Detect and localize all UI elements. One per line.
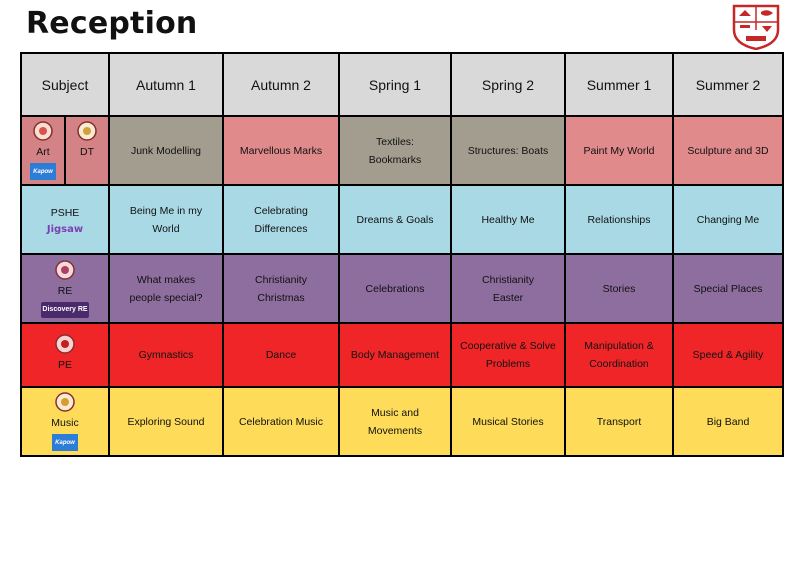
subject-label-music: Music xyxy=(51,417,79,429)
table-row-music: Music Kapow Exploring Sound Celebration … xyxy=(20,386,784,457)
topic-cell: Manipulation & Coordination xyxy=(564,322,674,388)
topic-cell: Dance xyxy=(222,322,340,388)
subject-label-dt: DT xyxy=(80,146,94,158)
dt-badge-icon xyxy=(77,121,97,141)
topic-cell: Christianity Easter xyxy=(450,253,566,324)
school-crest-logo xyxy=(732,4,780,50)
subject-dt: DT xyxy=(64,117,108,184)
re-badge-icon xyxy=(55,259,75,280)
topic-cell: Celebration Music xyxy=(222,386,340,457)
subject-cell-re: RE Discovery RE xyxy=(20,253,110,324)
header-term: Summer 2 xyxy=(672,52,784,117)
topic-cell: Relationships xyxy=(564,184,674,255)
topic-cell: Junk Modelling xyxy=(108,115,224,186)
art-badge-icon xyxy=(33,121,53,141)
page-title: Reception xyxy=(26,6,198,41)
topic-cell: Changing Me xyxy=(672,184,784,255)
discovery-re-logo: Discovery RE xyxy=(41,301,89,318)
topic-cell: Stories xyxy=(564,253,674,324)
topic-cell: Musical Stories xyxy=(450,386,566,457)
topic-cell: Cooperative & Solve Problems xyxy=(450,322,566,388)
topic-cell: Body Management xyxy=(338,322,452,388)
jigsaw-logo: Jigsaw xyxy=(46,223,84,235)
topic-cell: Big Band xyxy=(672,386,784,457)
subject-label-pe: PE xyxy=(57,359,72,371)
kapow-logo: Kapow xyxy=(30,163,56,180)
topic-cell: Textiles: Bookmarks xyxy=(338,115,452,186)
header-term: Autumn 2 xyxy=(222,52,340,117)
topic-cell: Speed & Agility xyxy=(672,322,784,388)
table-row-pe: PE Gymnastics Dance Body Management Coop… xyxy=(20,322,784,388)
topic-cell: Marvellous Marks xyxy=(222,115,340,186)
header-row: Subject Autumn 1 Autumn 2 Spring 1 Sprin… xyxy=(20,52,784,117)
topic-cell: Celebrating Differences xyxy=(222,184,340,255)
subject-label-re: RE xyxy=(57,284,73,297)
topic-cell: What makes people special? xyxy=(108,253,224,324)
topic-cell: Christianity Christmas xyxy=(222,253,340,324)
header-term: Spring 1 xyxy=(338,52,452,117)
pe-badge-icon xyxy=(55,334,75,354)
subject-cell-pe: PE xyxy=(20,322,110,388)
kapow-logo: Kapow xyxy=(52,434,78,451)
topic-cell: Structures: Boats xyxy=(450,115,566,186)
topic-cell: Celebrations xyxy=(338,253,452,324)
topic-cell: Special Places xyxy=(672,253,784,324)
header-term: Autumn 1 xyxy=(108,52,224,117)
subject-label-pshe: PSHE xyxy=(50,206,80,219)
topic-cell: Exploring Sound xyxy=(108,386,224,457)
topic-cell: Healthy Me xyxy=(450,184,566,255)
topic-cell: Music and Movements xyxy=(338,386,452,457)
topic-cell: Paint My World xyxy=(564,115,674,186)
curriculum-table: Subject Autumn 1 Autumn 2 Spring 1 Sprin… xyxy=(20,52,784,457)
topic-cell: Sculpture and 3D xyxy=(672,115,784,186)
table-row-art-dt: Art Kapow DT Junk Modelling Marvellous M xyxy=(20,115,784,186)
subject-label-art: Art xyxy=(36,146,50,158)
topic-cell: Gymnastics xyxy=(108,322,224,388)
header-term: Spring 2 xyxy=(450,52,566,117)
topic-cell: Transport xyxy=(564,386,674,457)
music-badge-icon xyxy=(55,392,75,412)
subject-cell-pshe: PSHE Jigsaw xyxy=(20,184,110,255)
subject-cell-art-dt: Art Kapow DT xyxy=(20,115,110,186)
table-row-re: RE Discovery RE What makes people specia… xyxy=(20,253,784,324)
subject-cell-music: Music Kapow xyxy=(20,386,110,457)
topic-cell: Dreams & Goals xyxy=(338,184,452,255)
topic-cell: Being Me in my World xyxy=(108,184,224,255)
table-row-pshe: PSHE Jigsaw Being Me in my World Celebra… xyxy=(20,184,784,255)
header-term: Summer 1 xyxy=(564,52,674,117)
header-subject: Subject xyxy=(20,52,110,117)
subject-art: Art Kapow xyxy=(22,117,64,184)
